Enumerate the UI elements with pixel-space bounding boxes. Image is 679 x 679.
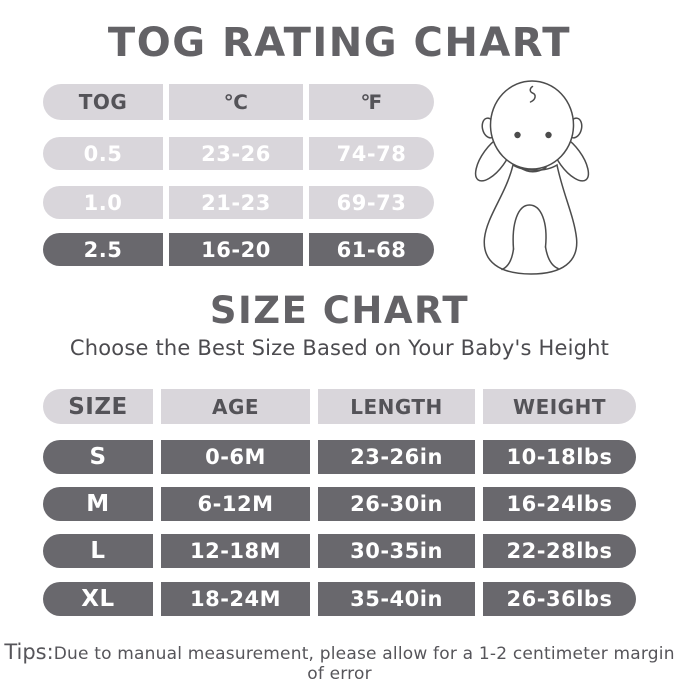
length-range: 30-35in [318, 534, 475, 568]
length-range: 35-40in [318, 582, 475, 616]
age-range: 6-12M [161, 487, 310, 521]
weight-range: 10-18lbs [483, 440, 636, 474]
length-range: 26-30in [318, 487, 475, 521]
tog-header-fahrenheit: ℉ [309, 84, 434, 120]
size-table: SIZE AGE LENGTH WEIGHT S 0-6M 23-26in 10… [43, 389, 636, 618]
size-chart-title: SIZE CHART [209, 289, 470, 332]
tog-value: 0.5 [43, 137, 163, 170]
age-range: 0-6M [161, 440, 310, 474]
size-header-size: SIZE [43, 389, 153, 424]
length-range: 23-26in [318, 440, 475, 474]
tog-row-2.5-highlighted: 2.5 16-20 61-68 [43, 233, 434, 266]
age-range: 12-18M [161, 534, 310, 568]
tog-chart-title: TOG RATING CHART [107, 20, 572, 66]
tog-header-celsius: ℃ [169, 84, 303, 120]
tog-table-header-row: TOG ℃ ℉ [43, 84, 434, 120]
size-value: S [43, 440, 153, 474]
size-header-age: AGE [161, 389, 310, 424]
celsius-range: 23-26 [169, 137, 303, 170]
weight-range: 22-28lbs [483, 534, 636, 568]
size-row-m: M 6-12M 26-30in 16-24lbs [43, 487, 636, 521]
tog-value: 1.0 [43, 186, 163, 219]
tog-row-1.0: 1.0 21-23 69-73 [43, 186, 434, 219]
size-row-xl: XL 18-24M 35-40in 26-36lbs [43, 582, 636, 616]
tog-value: 2.5 [43, 233, 163, 266]
fahrenheit-range: 69-73 [309, 186, 434, 219]
size-value: M [43, 487, 153, 521]
size-row-s: S 0-6M 23-26in 10-18lbs [43, 440, 636, 474]
tog-row-0.5: 0.5 23-26 74-78 [43, 137, 434, 170]
size-header-weight: WEIGHT [483, 389, 636, 424]
size-value: L [43, 534, 153, 568]
fahrenheit-range: 61-68 [309, 233, 434, 266]
tips-label: Tips: [4, 640, 54, 664]
size-row-l: L 12-18M 30-35in 22-28lbs [43, 534, 636, 568]
age-range: 18-24M [161, 582, 310, 616]
size-header-length: LENGTH [318, 389, 475, 424]
tog-rating-table: TOG ℃ ℉ 0.5 23-26 74-78 1.0 21-23 69-73 … [43, 84, 434, 266]
tips-text: Due to manual measurement, please allow … [53, 644, 675, 679]
weight-range: 26-36lbs [483, 582, 636, 616]
size-chart-subtitle: Choose the Best Size Based on Your Baby'… [69, 336, 610, 360]
size-value: XL [43, 582, 153, 616]
tips-note: Tips:Due to manual measurement, please a… [0, 640, 679, 679]
weight-range: 16-24lbs [483, 487, 636, 521]
baby-illustration-icon [474, 80, 590, 275]
fahrenheit-range: 74-78 [309, 137, 434, 170]
size-table-header-row: SIZE AGE LENGTH WEIGHT [43, 389, 636, 424]
tog-header-tog: TOG [43, 84, 163, 120]
celsius-range: 16-20 [169, 233, 303, 266]
celsius-range: 21-23 [169, 186, 303, 219]
